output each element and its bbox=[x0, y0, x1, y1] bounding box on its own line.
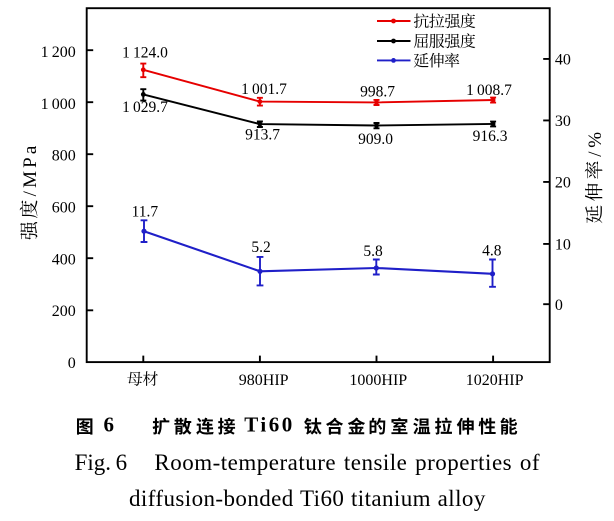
svg-text:200: 200 bbox=[52, 303, 76, 320]
svg-text:1000HIP: 1000HIP bbox=[349, 372, 407, 389]
svg-text:0: 0 bbox=[68, 355, 76, 372]
svg-text:/MPa: /MPa bbox=[20, 142, 41, 196]
svg-text:998.7: 998.7 bbox=[360, 84, 395, 101]
svg-text:913.7: 913.7 bbox=[245, 127, 280, 144]
svg-text:5.8: 5.8 bbox=[363, 243, 383, 260]
svg-text:/%: /% bbox=[585, 128, 606, 157]
svg-text:1 124.0: 1 124.0 bbox=[122, 45, 168, 62]
svg-text:1020HIP: 1020HIP bbox=[466, 372, 524, 389]
svg-text:11.7: 11.7 bbox=[132, 204, 159, 221]
svg-text:909.0: 909.0 bbox=[358, 131, 393, 148]
svg-text:6: 6 bbox=[104, 413, 115, 437]
svg-text:1 008.7: 1 008.7 bbox=[466, 82, 512, 99]
svg-text:800: 800 bbox=[52, 148, 76, 165]
svg-text:400: 400 bbox=[52, 251, 76, 268]
svg-text:Ti60: Ti60 bbox=[244, 413, 294, 437]
svg-text:1 000: 1 000 bbox=[41, 96, 76, 113]
svg-text:980HIP: 980HIP bbox=[239, 372, 289, 389]
svg-text:5.2: 5.2 bbox=[251, 239, 270, 256]
svg-text:916.3: 916.3 bbox=[473, 128, 508, 145]
svg-text:Room-temperature tensile prope: Room-temperature tensile properties of bbox=[154, 450, 540, 475]
svg-text:1 001.7: 1 001.7 bbox=[241, 81, 287, 98]
svg-text:diffusion-bonded Ti60 titanium: diffusion-bonded Ti60 titanium alloy bbox=[129, 486, 486, 511]
svg-text:30: 30 bbox=[555, 113, 571, 130]
svg-text:0: 0 bbox=[555, 297, 563, 314]
svg-text:1 029.7: 1 029.7 bbox=[122, 99, 168, 116]
svg-text:600: 600 bbox=[52, 200, 76, 217]
svg-text:Fig. 6: Fig. 6 bbox=[75, 450, 128, 475]
svg-text:10: 10 bbox=[555, 237, 571, 254]
svg-text:20: 20 bbox=[555, 175, 571, 192]
svg-text:1 200: 1 200 bbox=[41, 44, 76, 61]
svg-text:4.8: 4.8 bbox=[482, 243, 502, 260]
svg-text:40: 40 bbox=[555, 52, 571, 69]
